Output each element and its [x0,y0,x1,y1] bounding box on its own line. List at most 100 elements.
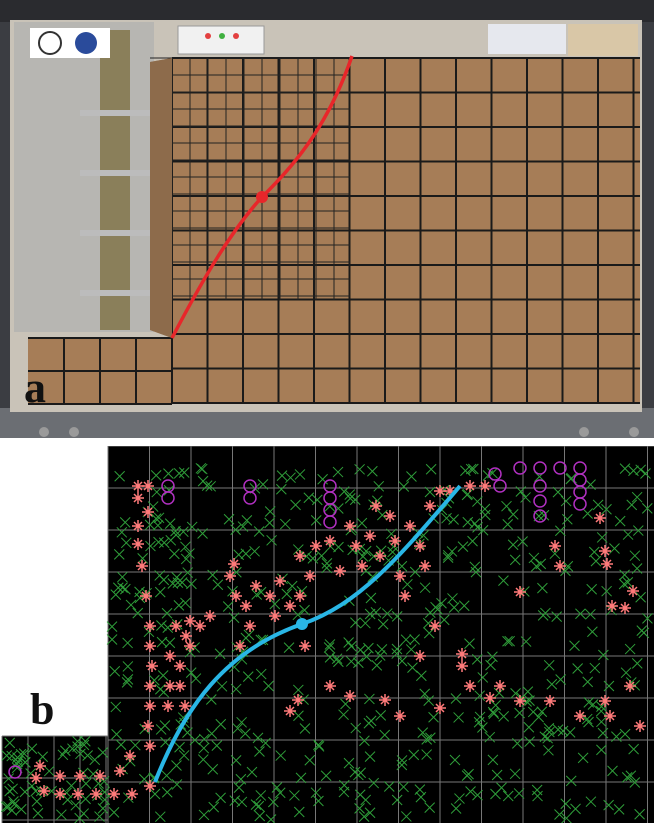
tension-marker-asterisk [344,690,356,702]
tension-marker-asterisk [604,710,616,722]
shear-marker-cross [507,509,519,520]
shear-marker-cross [18,748,30,759]
shear-marker-cross [449,754,461,766]
shear-marker-cross [6,750,18,762]
shear-marker-cross [236,716,247,728]
shear-marker-cross [592,499,604,511]
tension-marker-asterisk [230,590,242,602]
tension-marker-asterisk [132,492,144,504]
shear-marker-cross [184,548,195,559]
shear-marker-cross [419,582,431,594]
tension-marker-asterisk [38,785,50,797]
tension-marker-asterisk [464,480,476,492]
shear-marker-cross [122,637,133,649]
shear-marker-cross [487,651,498,663]
shear-marker-cross [423,627,435,639]
tension-marker-asterisk [74,770,86,782]
shear-marker-cross [292,544,304,555]
shear-marker-cross [613,804,625,815]
tension-marker-asterisk [544,695,556,707]
shear-marker-cross [180,541,191,553]
shear-marker-cross [26,743,38,755]
tension-marker-asterisk [179,700,191,712]
shear-marker-cross [406,471,417,482]
tension-marker-asterisk [399,590,411,602]
shear-marker-cross [338,709,349,721]
shear-marker-cross [371,660,383,671]
shear-marker-cross [207,763,219,775]
shear-marker-cross [523,721,535,733]
shear-marker-cross [619,463,631,475]
shear-marker-cross [402,578,413,590]
shear-marker-cross [162,622,174,633]
shear-marker-cross [134,586,145,598]
tension-marker-asterisk [424,500,436,512]
shear-marker-cross [436,597,447,609]
shear-marker-cross [471,653,483,665]
shear-marker-cross [557,725,569,737]
shear-marker-cross [114,470,126,482]
shear-marker-cross [108,807,120,818]
panel-label-a: a [24,363,46,412]
shear-marker-cross [391,648,403,659]
tension-marker-asterisk [292,694,304,706]
tension-marker-asterisk [549,540,561,552]
tension-marker-asterisk [264,590,276,602]
shear-marker-cross [197,754,209,765]
shear-marker-cross [517,536,528,547]
shear-marker-cross [398,481,410,492]
shear-marker-cross [331,653,343,665]
yield-marker-circle [488,467,502,481]
shear-marker-cross [419,688,431,700]
shear-marker-cross [515,486,527,497]
shear-marker-cross [400,634,412,646]
shear-marker-cross [177,526,189,538]
tension-marker-asterisk [174,660,186,672]
shear-marker-cross [502,635,513,647]
shear-marker-cross [474,690,486,702]
shear-marker-cross [171,779,183,790]
load-rod [80,290,150,296]
floor-bolt [39,427,49,437]
floor-bolt [579,427,589,437]
shear-marker-cross [252,732,264,744]
tension-marker-asterisk [180,630,192,642]
shear-marker-cross [110,701,122,713]
shear-marker-cross [430,601,441,613]
shear-marker-cross [477,524,489,536]
shear-marker-cross [502,519,514,530]
shear-marker-cross [154,683,166,695]
shear-marker-cross [113,549,125,560]
shear-marker-cross [535,558,547,570]
tension-marker-asterisk [294,590,306,602]
tension-marker-asterisk [164,680,176,692]
shear-marker-cross [6,805,18,816]
tension-marker-asterisk [299,640,311,652]
tension-marker-asterisk [356,560,368,572]
shear-marker-cross [350,722,362,734]
shear-marker-cross [165,534,177,546]
tension-marker-asterisk [324,535,336,547]
shear-marker-cross [354,789,366,801]
shear-marker-cross [624,643,636,655]
tension-marker-asterisk [114,765,126,777]
shear-marker-cross [376,509,388,521]
shear-marker-cross [589,662,601,674]
shear-marker-cross [614,515,626,527]
shear-marker-cross [295,772,307,784]
shear-marker-cross [4,737,16,749]
soil-face [150,58,172,338]
shear-marker-cross [197,475,209,487]
shear-marker-cross [253,526,265,537]
shear-marker-cross [373,480,385,492]
shear-marker-cross [321,557,333,569]
shear-marker-cross [513,788,525,799]
shear-marker-cross [157,670,169,681]
shear-marker-cross [79,735,91,747]
tension-marker-asterisk [404,520,416,532]
shear-marker-cross [235,773,247,785]
shear-marker-cross [313,739,324,751]
tension-marker-asterisk [414,540,426,552]
shear-marker-cross [546,678,558,690]
poster-right [568,24,638,56]
